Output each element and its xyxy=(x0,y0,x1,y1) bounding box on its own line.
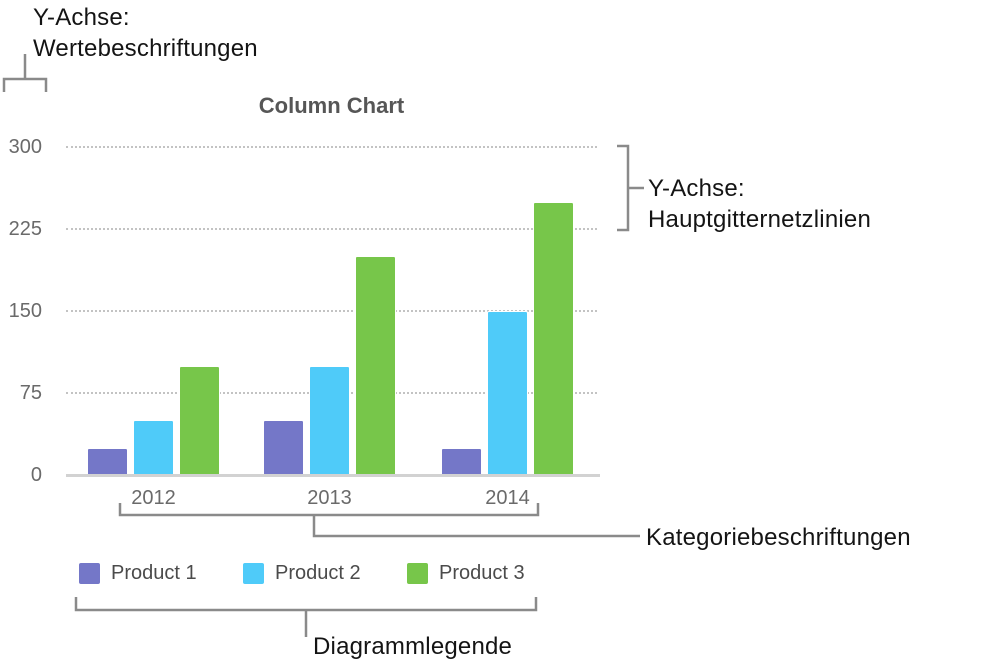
legend-swatch xyxy=(79,563,100,584)
category-label: 2014 xyxy=(485,487,530,509)
category-label: 2013 xyxy=(307,487,352,509)
callout-line: Y-Achse: xyxy=(648,175,745,202)
y-tick-label: 300 xyxy=(8,136,42,158)
bar-product-3-2014 xyxy=(533,202,574,475)
bar-product-2-2014 xyxy=(487,311,528,475)
callout-line: Hauptgitternetzlinien xyxy=(648,206,872,233)
legend-label: Product 1 xyxy=(111,562,197,584)
callout-y-axis-value-labels: Y-Achse: Wertebeschriftungen xyxy=(33,2,258,64)
category-label: 2012 xyxy=(131,487,176,509)
legend-item: Product 1 xyxy=(79,562,197,585)
chart-title: Column Chart xyxy=(258,93,405,118)
bar-product-3-2012 xyxy=(179,366,220,475)
bar-product-3-2013 xyxy=(355,256,396,475)
legend-swatch xyxy=(407,563,428,584)
callout-y-axis-gridlines: Y-Achse: Hauptgitternetzlinien xyxy=(648,173,871,235)
y-tick-label: 225 xyxy=(8,218,42,240)
bar-product-2-2013 xyxy=(309,366,350,475)
legend-item: Product 2 xyxy=(243,562,361,585)
y-tick-label: 75 xyxy=(19,382,42,404)
bar-product-1-2013 xyxy=(263,420,304,475)
bar-product-1-2014 xyxy=(441,448,482,475)
y-gridline xyxy=(66,310,597,312)
bar-product-2-2012 xyxy=(133,420,174,475)
y-gridline xyxy=(66,228,597,230)
callout-category-labels: Kategoriebeschriftungen xyxy=(646,524,911,551)
x-axis-baseline xyxy=(66,474,600,477)
legend-label: Product 2 xyxy=(275,562,361,584)
callout-chart-legend: Diagrammlegende xyxy=(313,633,513,660)
y-tick-label: 0 xyxy=(30,464,42,486)
legend-label: Product 3 xyxy=(439,562,525,584)
callout-line: Y-Achse: xyxy=(33,4,130,31)
legend-swatch xyxy=(243,563,264,584)
y-gridline xyxy=(66,146,597,148)
bar-product-1-2012 xyxy=(87,448,128,475)
legend-item: Product 3 xyxy=(407,562,525,585)
callout-line: Wertebeschriftungen xyxy=(33,35,258,62)
y-tick-label: 150 xyxy=(8,300,42,322)
